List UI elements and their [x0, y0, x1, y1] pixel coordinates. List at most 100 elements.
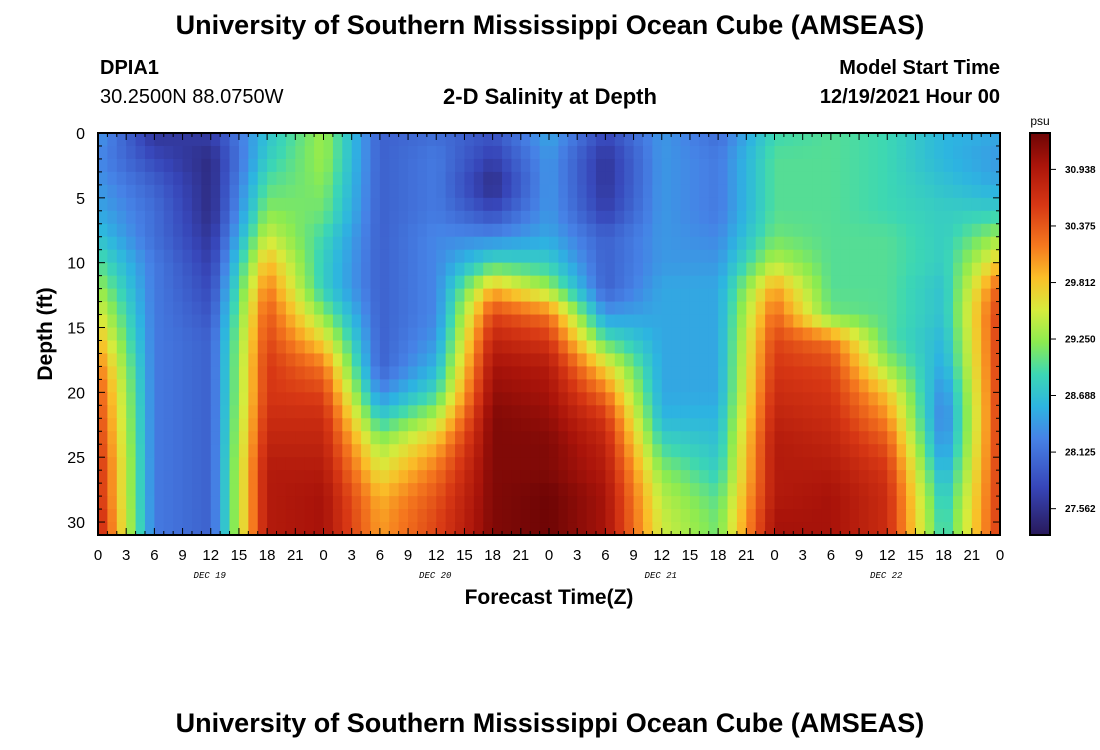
heatmap-cell — [953, 275, 964, 290]
heatmap-cell — [868, 327, 879, 342]
heatmap-cell — [426, 509, 437, 523]
heatmap-cell — [971, 496, 982, 510]
heatmap-cell — [426, 314, 437, 329]
heatmap-cell — [906, 457, 917, 471]
heatmap-cell — [276, 249, 287, 264]
heatmap-cell — [896, 236, 907, 251]
heatmap-cell — [107, 158, 118, 173]
heatmap-cell — [304, 470, 315, 484]
heatmap-cell — [943, 444, 954, 458]
heatmap-cell — [736, 145, 747, 160]
heatmap-cell — [718, 184, 729, 199]
heatmap-cell — [652, 470, 663, 484]
heatmap-cell — [248, 314, 259, 329]
heatmap-cell — [295, 353, 306, 368]
heatmap-cell — [98, 340, 108, 355]
heatmap-cell — [887, 522, 898, 536]
heatmap-cell — [595, 249, 606, 264]
heatmap-cell — [135, 210, 146, 225]
heatmap-cell — [680, 392, 691, 406]
heatmap-cell — [520, 262, 531, 277]
heatmap-cell — [417, 522, 428, 536]
heatmap-cell — [276, 392, 287, 406]
heatmap-cell — [417, 353, 428, 368]
heatmap-cell — [990, 327, 1001, 342]
heatmap-cell — [248, 522, 259, 536]
heatmap-cell — [107, 483, 118, 497]
heatmap-cell — [417, 171, 428, 186]
heatmap-cell — [351, 223, 362, 238]
heatmap-cell — [906, 262, 917, 277]
heatmap-cell — [107, 197, 118, 212]
heatmap-cell — [295, 197, 306, 212]
heatmap-cell — [408, 379, 419, 393]
heatmap-cell — [276, 379, 287, 393]
heatmap-cell — [859, 171, 870, 186]
heatmap-cell — [520, 483, 531, 497]
heatmap-cell — [755, 145, 766, 160]
heatmap-cell — [699, 184, 710, 199]
heatmap-cell — [633, 444, 644, 458]
heatmap-cell — [624, 236, 635, 251]
heatmap-cell — [511, 392, 522, 406]
day-label: DEC 22 — [870, 571, 903, 581]
heatmap-cell — [830, 457, 841, 471]
heatmap-cell — [821, 392, 832, 406]
heatmap-cell — [417, 314, 428, 329]
heatmap-cell — [520, 275, 531, 290]
heatmap-cell — [699, 340, 710, 355]
heatmap-cell — [436, 249, 447, 264]
heatmap-cell — [765, 210, 776, 225]
x-tick-label: 21 — [963, 547, 980, 564]
heatmap-cell — [154, 288, 165, 303]
heatmap-cell — [323, 457, 334, 471]
heatmap-cell — [962, 133, 973, 147]
heatmap-cell — [191, 145, 202, 160]
heatmap-cell — [332, 133, 343, 147]
heatmap-cell — [943, 392, 954, 406]
heatmap-cell — [426, 184, 437, 199]
heatmap-cell — [755, 314, 766, 329]
heatmap-cell — [642, 327, 653, 342]
heatmap-cell — [173, 327, 184, 342]
heatmap-cell — [699, 145, 710, 160]
heatmap-cell — [953, 431, 964, 445]
heatmap-cell — [746, 197, 757, 212]
heatmap-cell — [464, 262, 475, 277]
heatmap-cell — [680, 158, 691, 173]
heatmap-cell — [614, 223, 625, 238]
heatmap-cell — [783, 340, 794, 355]
heatmap-cell — [793, 340, 804, 355]
heatmap-cell — [436, 145, 447, 160]
heatmap-cell — [567, 392, 578, 406]
heatmap-cell — [962, 288, 973, 303]
heatmap-cell — [633, 496, 644, 510]
heatmap-cell — [746, 379, 757, 393]
heatmap-cell — [238, 483, 249, 497]
heatmap-cell — [135, 496, 146, 510]
heatmap-cell — [426, 288, 437, 303]
heatmap-cell — [436, 496, 447, 510]
heatmap-cell — [98, 158, 108, 173]
heatmap-cell — [323, 522, 334, 536]
heatmap-cell — [812, 210, 823, 225]
heatmap-cell — [323, 444, 334, 458]
heatmap-cell — [868, 171, 879, 186]
heatmap-cell — [116, 236, 127, 251]
heatmap-cell — [840, 392, 851, 406]
heatmap-cell — [736, 444, 747, 458]
heatmap-cell — [699, 405, 710, 419]
heatmap-cell — [727, 249, 738, 264]
heatmap-cell — [934, 418, 945, 432]
heatmap-cell — [934, 197, 945, 212]
heatmap-cell — [98, 522, 108, 536]
heatmap-cell — [793, 522, 804, 536]
heatmap-cell — [661, 275, 672, 290]
heatmap-cell — [229, 301, 240, 316]
heatmap-cell — [934, 236, 945, 251]
heatmap-cell — [877, 249, 888, 264]
heatmap-cell — [323, 366, 334, 380]
heatmap-cell — [342, 379, 353, 393]
heatmap-cell — [943, 418, 954, 432]
heatmap-cell — [605, 392, 616, 406]
